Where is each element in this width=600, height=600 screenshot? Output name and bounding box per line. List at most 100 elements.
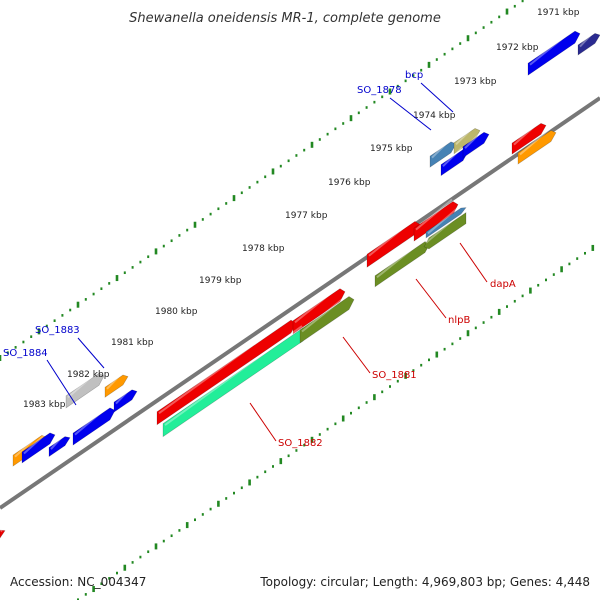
tick-mark: [459, 42, 462, 45]
gene-label-dapa: dapA: [490, 279, 516, 290]
gene-block-olive: [299, 296, 355, 344]
tick-mark: [513, 4, 516, 8]
tick-mark: [318, 433, 321, 436]
gene-block-navy-highlight: [579, 30, 595, 48]
tick-mark: [505, 8, 509, 15]
gene-label-so-1883: SO_1883: [35, 325, 80, 336]
tick-mark: [334, 422, 337, 426]
tick-mark: [521, 294, 524, 298]
gene-block-silver: [65, 373, 105, 409]
gene-block-steel-highlight: [431, 139, 451, 159]
gene-block-red-highlight: [294, 285, 340, 324]
gene-block-blue: [48, 436, 71, 458]
gene-block-blue: [72, 407, 116, 446]
leader-line: [46, 359, 77, 406]
gene-block-blue-highlight: [50, 433, 65, 450]
tick-mark: [342, 122, 345, 125]
gene-block-blue: [113, 389, 138, 413]
tick-mark: [474, 31, 477, 35]
tick-mark: [404, 372, 407, 379]
tick-mark: [279, 164, 282, 168]
tick-mark: [279, 458, 283, 465]
tick-mark: [108, 282, 111, 285]
kbp-label: 1974 kbp: [413, 111, 456, 121]
gene-block-red-highlight: [415, 198, 453, 231]
tick-mark: [76, 301, 80, 308]
tick-mark: [287, 159, 290, 163]
tick-mark: [498, 15, 501, 19]
kbp-label: 1982 kbp: [67, 370, 110, 380]
leader-line: [415, 278, 447, 319]
tick-mark: [232, 195, 236, 202]
gene-block-olive-highlight: [376, 238, 425, 279]
gene-label-bcp: bcp: [405, 70, 423, 81]
kbp-label: 1971 kbp: [537, 8, 580, 18]
leader-line: [459, 242, 488, 283]
tick-mark: [100, 287, 103, 291]
kbp-label: 1975 kbp: [370, 144, 413, 154]
tick-mark: [435, 58, 438, 61]
tick-mark: [365, 106, 368, 109]
tick-mark: [381, 95, 384, 99]
tick-mark: [264, 175, 267, 179]
tick-mark: [217, 207, 220, 211]
tick-mark: [310, 141, 314, 148]
tick-mark: [185, 522, 189, 529]
gene-block-orange-highlight: [519, 127, 551, 156]
tick-mark: [30, 335, 33, 338]
leader-line: [389, 97, 432, 131]
tick-mark: [451, 342, 454, 346]
gene-block-red-highlight: [0, 527, 3, 533]
tick-mark: [100, 582, 103, 586]
kbp-label: 1981 kbp: [111, 338, 154, 348]
tick-mark: [108, 577, 111, 580]
gene-block-steel: [429, 141, 457, 168]
tick-mark: [201, 218, 204, 221]
gene-block-steel: [425, 207, 467, 239]
tick-mark: [357, 406, 360, 410]
gene-block-blue: [527, 30, 581, 76]
tick-mark: [92, 292, 95, 296]
gene-block-red-highlight: [158, 317, 291, 415]
tick-mark: [14, 346, 17, 349]
gene-labels: bcp SO_1878 SO_1883 SO_1884 dapA nlpB SO…: [3, 70, 516, 449]
tick-mark: [225, 202, 228, 205]
tick-mark: [162, 539, 165, 543]
tick-mark: [154, 543, 158, 550]
gene-block-blue-highlight: [74, 405, 110, 436]
tick-mark: [568, 262, 571, 266]
tick-mark: [131, 266, 134, 269]
tick-mark: [240, 486, 243, 490]
tick-mark: [388, 88, 392, 95]
tick-mark: [233, 491, 235, 495]
tick-mark: [123, 564, 127, 571]
gene-block-red: [0, 529, 6, 539]
tick-mark: [482, 321, 485, 324]
tick-mark: [201, 513, 204, 516]
gene-block-red: [292, 288, 346, 335]
genome-summary-text: Topology: circular; Length: 4,969,803 bp…: [260, 575, 590, 589]
kbp-label: 1973 kbp: [454, 77, 497, 87]
tick-mark: [69, 308, 72, 312]
gene-block-blue-highlight: [115, 387, 132, 405]
tick-mark: [474, 326, 477, 330]
tick-mark: [326, 132, 329, 136]
tick-mark: [193, 221, 197, 228]
gene-block-orange: [517, 130, 557, 165]
tick-mark: [357, 111, 360, 115]
tick-mark: [521, 0, 524, 3]
tick-mark: [443, 347, 446, 351]
gene-label-so-1878: SO_1878: [357, 85, 402, 96]
tick-mark: [77, 598, 79, 600]
tick-mark: [451, 47, 454, 51]
tick-mark: [497, 308, 501, 315]
tick-mark: [373, 100, 376, 104]
tick-mark: [209, 212, 212, 216]
accession-text: Accession: NC_004347: [10, 575, 147, 589]
leader-line: [420, 82, 454, 113]
gene-block-orange: [104, 374, 129, 398]
gene-block-red-highlight: [513, 120, 541, 146]
tick-mark: [420, 363, 423, 367]
tick-mark: [349, 115, 353, 122]
